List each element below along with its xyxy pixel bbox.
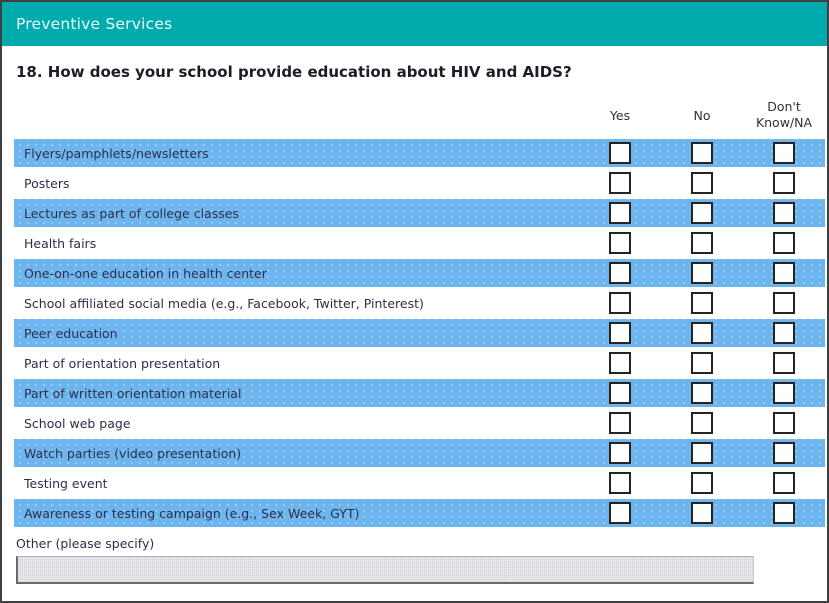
checkbox-yes[interactable] [609, 322, 631, 344]
table-row: Watch parties (video presentation) [14, 439, 825, 467]
checkbox-no[interactable] [691, 352, 713, 374]
column-headers: Yes No Don't Know/NA [14, 93, 825, 131]
checkbox-no[interactable] [691, 292, 713, 314]
checkbox-no[interactable] [691, 232, 713, 254]
table-row: Peer education [14, 319, 825, 347]
checkbox-no[interactable] [691, 382, 713, 404]
table-row: Part of orientation presentation [14, 349, 825, 377]
row-label: Peer education [24, 325, 118, 341]
checkbox-yes[interactable] [609, 232, 631, 254]
checkbox-no[interactable] [691, 502, 713, 524]
section-title: Preventive Services [16, 15, 173, 33]
row-label: Flyers/pamphlets/newsletters [24, 145, 209, 161]
row-label: School affiliated social media (e.g., Fa… [24, 295, 424, 311]
checkbox-yes[interactable] [609, 292, 631, 314]
checkbox-dont-know-na[interactable] [773, 442, 795, 464]
checkbox-yes[interactable] [609, 382, 631, 404]
column-header-dont-know-na: Don't Know/NA [743, 93, 825, 131]
column-header-spacer [14, 93, 579, 131]
checkbox-yes[interactable] [609, 172, 631, 194]
checkbox-yes[interactable] [609, 202, 631, 224]
checkbox-yes[interactable] [609, 352, 631, 374]
row-label: Health fairs [24, 235, 97, 251]
row-label: Testing event [24, 475, 108, 491]
checkbox-no[interactable] [691, 322, 713, 344]
table-row: One-on-one education in health center [14, 259, 825, 287]
checkbox-no[interactable] [691, 172, 713, 194]
checkbox-no[interactable] [691, 442, 713, 464]
checkbox-dont-know-na[interactable] [773, 292, 795, 314]
table-row: Part of written orientation material [14, 379, 825, 407]
checkbox-yes[interactable] [609, 262, 631, 284]
checkbox-dont-know-na[interactable] [773, 142, 795, 164]
checkbox-yes[interactable] [609, 472, 631, 494]
table-row: Awareness or testing campaign (e.g., Sex… [14, 499, 825, 527]
table-row: Posters [14, 169, 825, 197]
row-label: Posters [24, 175, 70, 191]
table-row: Health fairs [14, 229, 825, 257]
checkbox-no[interactable] [691, 202, 713, 224]
column-header-yes: Yes [609, 107, 631, 123]
checkbox-no[interactable] [691, 412, 713, 434]
table-row: School web page [14, 409, 825, 437]
table-row: Flyers/pamphlets/newsletters [14, 139, 825, 167]
table-row: School affiliated social media (e.g., Fa… [14, 289, 825, 317]
checkbox-dont-know-na[interactable] [773, 202, 795, 224]
checkbox-no[interactable] [691, 142, 713, 164]
column-header-dk-line1: Don't [767, 98, 801, 114]
table-row: Testing event [14, 469, 825, 497]
checkbox-dont-know-na[interactable] [773, 262, 795, 284]
answer-rows: Flyers/pamphlets/newsletters Posters [14, 139, 825, 527]
other-input[interactable] [16, 556, 754, 584]
checkbox-dont-know-na[interactable] [773, 412, 795, 434]
checkbox-yes[interactable] [609, 442, 631, 464]
checkbox-dont-know-na[interactable] [773, 502, 795, 524]
question-text: 18. How does your school provide educati… [16, 63, 572, 81]
checkbox-dont-know-na[interactable] [773, 322, 795, 344]
checkbox-yes[interactable] [609, 412, 631, 434]
checkbox-dont-know-na[interactable] [773, 232, 795, 254]
checkbox-dont-know-na[interactable] [773, 382, 795, 404]
checkbox-dont-know-na[interactable] [773, 472, 795, 494]
row-label: Watch parties (video presentation) [24, 445, 242, 461]
column-header-dk-line2: Know/NA [755, 114, 813, 130]
row-label: Part of orientation presentation [24, 355, 221, 371]
column-header-no: No [693, 107, 711, 123]
checkbox-dont-know-na[interactable] [773, 352, 795, 374]
section-header: Preventive Services [2, 2, 827, 46]
table-row: Lectures as part of college classes [14, 199, 825, 227]
checkbox-dont-know-na[interactable] [773, 172, 795, 194]
checkbox-no[interactable] [691, 472, 713, 494]
other-label: Other (please specify) [16, 536, 155, 551]
question-block: 18. How does your school provide educati… [2, 63, 827, 584]
row-label: One-on-one education in health center [24, 265, 267, 281]
checkbox-yes[interactable] [609, 142, 631, 164]
row-label: Awareness or testing campaign (e.g., Sex… [24, 505, 360, 521]
row-label: School web page [24, 415, 131, 431]
checkbox-no[interactable] [691, 262, 713, 284]
checkbox-yes[interactable] [609, 502, 631, 524]
row-label: Lectures as part of college classes [24, 205, 239, 221]
row-label: Part of written orientation material [24, 385, 242, 401]
